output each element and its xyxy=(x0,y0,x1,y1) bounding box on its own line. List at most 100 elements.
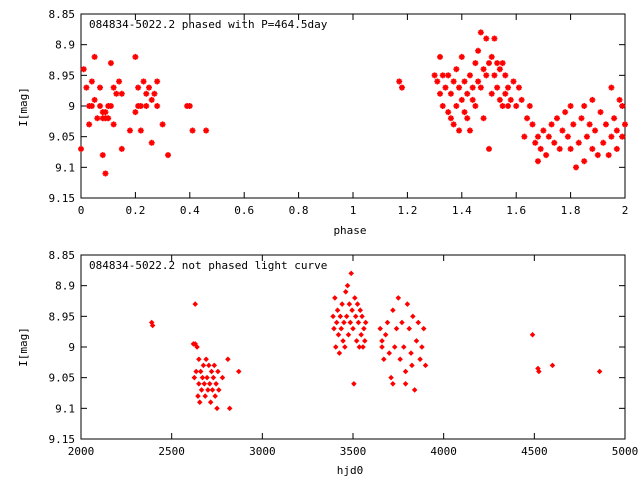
data-point xyxy=(494,84,501,91)
y-tick-label: 9 xyxy=(68,341,75,354)
data-point xyxy=(102,109,109,116)
data-point xyxy=(206,362,212,369)
data-point xyxy=(197,399,203,405)
data-point xyxy=(491,72,498,79)
data-point xyxy=(411,387,418,393)
data-point xyxy=(83,84,90,91)
data-point xyxy=(210,374,217,381)
data-point xyxy=(458,53,465,60)
data-point xyxy=(488,90,495,97)
data-point xyxy=(461,78,468,85)
data-point xyxy=(146,84,152,91)
x-tick-label: 0.4 xyxy=(180,204,200,217)
data-point xyxy=(581,158,588,165)
data-point xyxy=(586,121,593,128)
data-point xyxy=(556,145,563,152)
data-point xyxy=(203,356,209,363)
data-point xyxy=(195,393,201,399)
data-point xyxy=(589,96,596,103)
data-point xyxy=(140,78,147,85)
data-point xyxy=(332,295,338,301)
data-point xyxy=(453,66,460,73)
data-point xyxy=(204,374,210,381)
data-points xyxy=(148,270,603,412)
data-point xyxy=(410,313,416,320)
data-point xyxy=(483,35,490,42)
data-point xyxy=(450,121,457,128)
data-point xyxy=(524,115,531,122)
data-point xyxy=(402,368,409,375)
data-point xyxy=(360,344,366,350)
data-point xyxy=(226,405,233,412)
data-point xyxy=(337,313,344,320)
data-point xyxy=(488,53,495,60)
data-point xyxy=(194,344,200,350)
data-point xyxy=(469,96,476,103)
data-point xyxy=(382,331,389,338)
data-point xyxy=(189,127,196,134)
y-tick-label: 9.15 xyxy=(49,192,76,205)
data-point xyxy=(417,356,423,363)
data-point xyxy=(346,301,353,307)
data-point xyxy=(148,139,155,146)
x-tick-label: 1.8 xyxy=(561,204,581,217)
data-point xyxy=(377,325,383,332)
data-point xyxy=(388,374,394,381)
data-point xyxy=(132,109,139,116)
data-point xyxy=(597,109,604,116)
data-point xyxy=(422,362,429,369)
data-point xyxy=(343,313,350,320)
data-point xyxy=(420,325,427,332)
data-point xyxy=(559,127,566,134)
y-axis: 8.85 8.9 8.95 9 9.05 9.1 9.15 xyxy=(49,8,625,205)
data-point xyxy=(203,127,210,134)
data-point xyxy=(401,344,407,350)
y-axis: 8.85 8.9 8.95 9 9.05 9.1 9.15 xyxy=(49,249,625,446)
x-tick-label: 1.4 xyxy=(452,204,472,217)
data-point xyxy=(494,60,501,67)
x-tick-label: 3500 xyxy=(340,445,367,458)
data-point xyxy=(496,66,503,73)
data-point xyxy=(592,127,599,134)
data-point xyxy=(356,344,363,350)
data-point xyxy=(491,35,498,42)
x-axis-label: phase xyxy=(333,224,366,237)
data-point xyxy=(99,152,106,159)
y-axis-label: I[mag] xyxy=(17,327,30,367)
data-point xyxy=(596,368,603,375)
data-point xyxy=(456,127,463,134)
y-tick-label: 8.9 xyxy=(55,39,75,52)
data-point xyxy=(616,96,623,103)
data-point xyxy=(384,319,391,326)
data-point xyxy=(202,393,208,399)
data-point xyxy=(540,127,547,134)
data-point xyxy=(409,362,415,369)
data-point xyxy=(225,356,231,363)
data-point xyxy=(502,90,509,97)
data-point xyxy=(331,325,337,332)
data-point xyxy=(513,103,520,109)
data-point xyxy=(381,356,387,363)
data-point xyxy=(573,164,580,171)
data-point xyxy=(333,319,340,326)
data-point xyxy=(475,78,482,85)
data-point xyxy=(496,96,503,103)
data-point xyxy=(359,313,365,320)
data-point xyxy=(154,103,161,109)
data-point xyxy=(477,84,484,91)
data-point xyxy=(135,84,142,91)
x-tick-label: 0.8 xyxy=(289,204,309,217)
x-tick-label: 2500 xyxy=(158,445,185,458)
data-point xyxy=(154,78,161,85)
data-point xyxy=(209,387,216,393)
data-point xyxy=(567,103,574,109)
data-point xyxy=(78,145,84,152)
data-point xyxy=(445,72,452,79)
data-point xyxy=(362,338,368,344)
data-point xyxy=(434,78,441,85)
data-point xyxy=(159,121,166,128)
phased-light-curve-panel: 8.85 8.9 8.95 9 9.05 9.1 9.15 0 0.2 0.4 0.6 0.8 1 1.… xyxy=(17,8,628,237)
data-point xyxy=(600,139,607,146)
x-tick-label: 0.2 xyxy=(125,204,145,217)
